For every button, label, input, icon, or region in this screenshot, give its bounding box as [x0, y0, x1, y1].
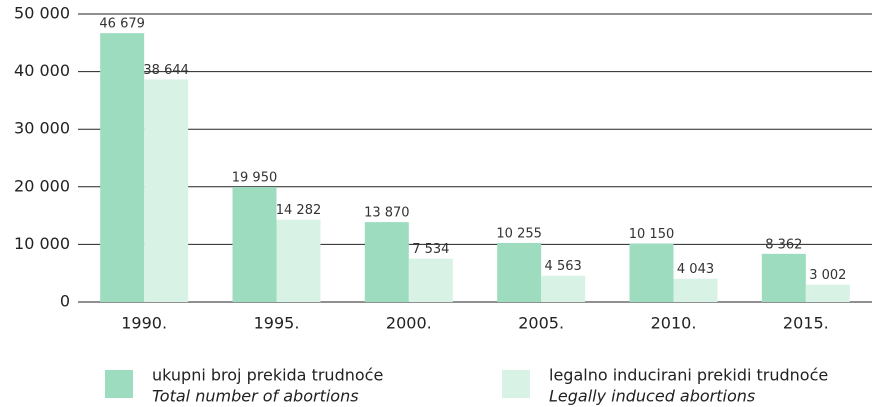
bar	[629, 243, 674, 302]
bar	[232, 187, 277, 302]
y-tick-label: 40 000	[14, 61, 70, 80]
legend-label-en: Total number of abortions	[152, 387, 359, 406]
value-label: 14 282	[276, 203, 322, 218]
bar	[408, 258, 453, 302]
bar	[364, 222, 409, 302]
value-label: 3 002	[809, 268, 846, 283]
legend-label: legalno inducirani prekidi trudnoće	[549, 366, 828, 385]
y-tick-label: 30 000	[14, 119, 70, 138]
y-tick-label: 0	[60, 292, 70, 311]
value-label: 10 150	[629, 227, 675, 242]
value-label: 38 644	[143, 63, 189, 78]
x-tick-label: 1990.	[121, 314, 167, 333]
x-tick-label: 1995.	[254, 314, 300, 333]
value-label: 4 043	[677, 262, 714, 277]
bar	[100, 33, 145, 302]
value-label: 7 534	[412, 242, 449, 257]
bar	[144, 79, 189, 303]
legend-swatch	[502, 370, 530, 398]
value-label: 19 950	[232, 171, 278, 186]
value-label: 46 679	[99, 17, 145, 32]
x-tick-label: 2015.	[783, 314, 829, 333]
bar	[805, 284, 850, 302]
x-tick-label: 2010.	[651, 314, 697, 333]
bar	[276, 219, 321, 302]
y-tick-label: 10 000	[14, 234, 70, 253]
bar	[541, 275, 586, 302]
y-tick-label: 20 000	[14, 176, 70, 195]
legend-label-en: Legally induced abortions	[549, 387, 755, 406]
x-tick-label: 2000.	[386, 314, 432, 333]
value-label: 10 255	[496, 226, 542, 241]
y-tick-label: 50 000	[14, 4, 70, 23]
bar	[673, 278, 718, 302]
bar	[497, 242, 542, 302]
value-label: 8 362	[765, 237, 802, 252]
x-tick-label: 2005.	[518, 314, 564, 333]
legend-label: ukupni broj prekida trudnoće	[152, 366, 383, 385]
value-label: 13 870	[364, 206, 410, 221]
bar	[761, 253, 806, 302]
value-label: 4 563	[545, 259, 582, 274]
legend-swatch	[105, 370, 133, 398]
